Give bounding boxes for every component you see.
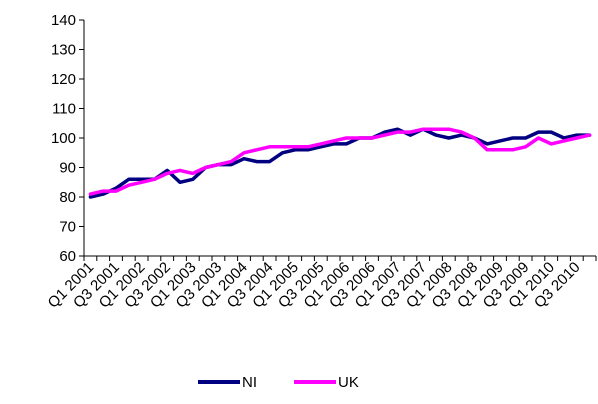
y-tick-label: 80 [59,189,76,206]
chart-axes [79,19,597,261]
y-tick-label: 120 [51,71,76,88]
legend-label-ni: NI [242,374,257,391]
y-tick-label: 90 [59,160,76,177]
y-tick-label: 70 [59,219,76,236]
y-tick-label: 100 [51,130,76,147]
y-tick-label: 140 [51,12,76,29]
y-tick-label: 60 [59,248,76,265]
y-tick-label: 130 [51,42,76,59]
legend-label-uk: UK [338,374,359,391]
series-line-uk [88,127,592,196]
series-line-ni [88,127,592,199]
chart-legend: NI UK [198,374,359,391]
y-tick-label: 110 [52,101,76,118]
series-lines [88,127,592,199]
y-axis-tick-labels: 60 70 80 90 100 110 120 130 140 [51,12,76,265]
